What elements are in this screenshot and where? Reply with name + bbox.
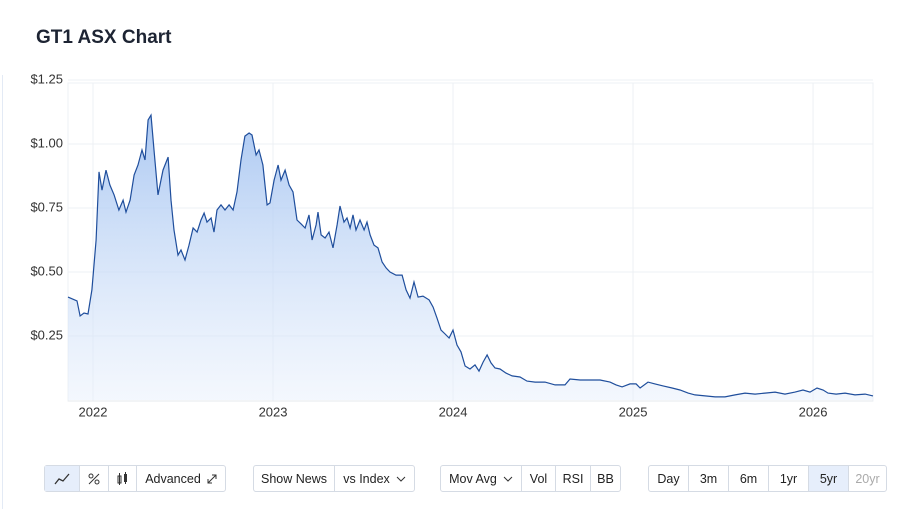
button-label: Mov Avg <box>449 471 497 486</box>
vol-button[interactable]: Vol <box>521 466 555 491</box>
button-label: BB <box>597 471 614 486</box>
bb-button[interactable]: BB <box>590 466 620 491</box>
chart: $0.25 $0.50 $0.75 $1.00 $1.25 2022 2023 2024 202… <box>30 71 874 419</box>
index-button[interactable]: vs Index <box>334 466 414 491</box>
button-label: Vol <box>529 471 548 486</box>
button-label: 6m <box>739 471 758 486</box>
button-label: 20yr <box>855 471 880 486</box>
price-line <box>67 113 874 398</box>
button-label: Day <box>657 471 680 486</box>
button-label: Advanced <box>145 471 201 486</box>
range-button[interactable]: 6m <box>728 466 768 491</box>
movavg-button[interactable]: Mov Avg <box>441 466 521 491</box>
x-tick-label: 2026 <box>799 404 828 419</box>
button-label: 3m <box>699 471 718 486</box>
range-button[interactable]: 1yr <box>768 466 808 491</box>
button-label: vs Index <box>343 471 390 486</box>
chart-title: GT1 ASX Chart <box>36 27 172 48</box>
tool-group: Advanced <box>44 465 226 492</box>
tool-group: Mov Avg Vol RSI BB <box>440 465 621 492</box>
x-tick-label: 2023 <box>259 404 288 419</box>
y-tick-label: $0.25 <box>30 327 63 342</box>
line-button[interactable] <box>45 466 79 491</box>
range-button[interactable]: 5yr <box>808 466 848 491</box>
button-label: Show News <box>261 471 327 486</box>
x-tick-label: 2022 <box>79 404 108 419</box>
y-tick-label: $1.25 <box>30 71 63 86</box>
candle-button[interactable] <box>108 466 136 491</box>
rsi-button[interactable]: RSI <box>555 466 590 491</box>
range-group: Day 3m 6m 1yr 5yr 20yr <box>648 465 887 492</box>
y-tick-label: $0.75 <box>30 199 63 214</box>
button-label: RSI <box>562 471 584 486</box>
x-tick-label: 2025 <box>619 404 648 419</box>
range-button[interactable]: Day <box>649 466 688 491</box>
button-label: 1yr <box>779 471 798 486</box>
y-tick-label: $0.50 <box>30 263 63 278</box>
range-button[interactable]: 3m <box>688 466 728 491</box>
y-tick-label: $1.00 <box>30 135 63 150</box>
advanced-button[interactable]: Advanced <box>136 466 225 491</box>
button-label: 5yr <box>819 471 838 486</box>
x-tick-label: 2024 <box>439 404 468 419</box>
range-button[interactable]: 20yr <box>848 466 886 491</box>
edge <box>2 75 3 509</box>
news-button[interactable]: Show News <box>254 466 334 491</box>
percent-button[interactable] <box>79 466 108 491</box>
tool-group: Show News vs Index <box>253 465 415 492</box>
area-fill <box>68 115 873 400</box>
